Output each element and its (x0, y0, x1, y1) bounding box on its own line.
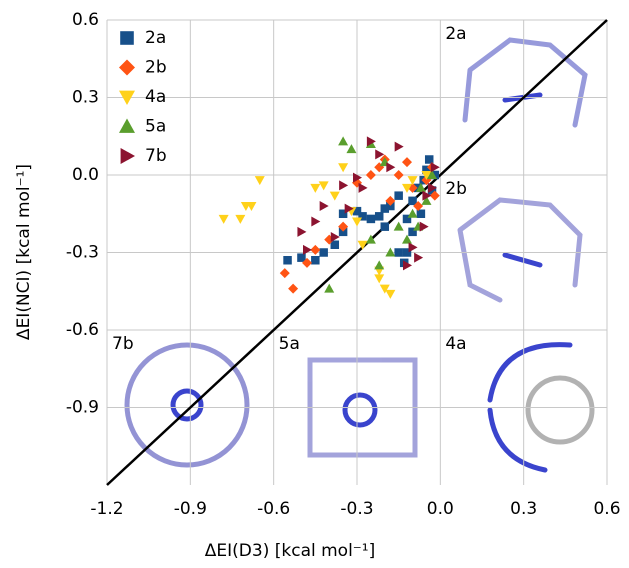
point (359, 183, 368, 193)
point (288, 284, 298, 294)
point (366, 170, 376, 180)
point (395, 142, 404, 152)
x-tick-label: -1.2 (90, 499, 123, 519)
panel-label: 2a (445, 24, 466, 44)
legend-marker (119, 119, 135, 133)
point (280, 268, 290, 278)
molecule (345, 395, 375, 425)
legend-label: 4a (145, 87, 166, 107)
x-axis-label: ΔEI(D3) [kcal mol⁻¹] (205, 541, 375, 561)
molecule (127, 345, 247, 465)
legend-marker (119, 60, 135, 76)
y-tick-label: 0.0 (72, 165, 99, 185)
point (311, 256, 320, 265)
point (408, 209, 418, 218)
legend-marker (121, 148, 135, 164)
point (381, 204, 390, 213)
molecule (465, 40, 585, 125)
molecule (505, 255, 540, 265)
x-tick-label: -0.6 (257, 499, 290, 519)
point (338, 136, 348, 145)
point (367, 215, 376, 224)
panel-label: 7b (112, 334, 134, 354)
point (255, 176, 265, 185)
point (394, 170, 404, 180)
point (394, 191, 403, 200)
x-tick-label: -0.9 (174, 499, 207, 519)
point (374, 274, 384, 283)
point (311, 217, 320, 227)
point (420, 222, 429, 232)
legend-label: 5a (145, 117, 166, 137)
point (385, 290, 395, 299)
chart: ΔEI(D3) [kcal mol⁻¹] ΔEI(NCI) [kcal mol⁻… (0, 0, 629, 568)
point (330, 192, 340, 201)
point (219, 215, 229, 224)
point (319, 248, 328, 257)
y-tick-label: -0.9 (66, 398, 99, 418)
y-tick-label: 0.6 (72, 10, 99, 30)
point (375, 212, 384, 221)
legend-label: 2b (145, 58, 167, 78)
point (324, 284, 334, 293)
point (303, 245, 312, 255)
molecule (173, 391, 201, 419)
y-axis-label: ΔEI(NCI) [kcal mol⁻¹] (14, 164, 34, 340)
point (394, 222, 404, 231)
panel-label: 4a (445, 334, 466, 354)
point (386, 162, 395, 172)
point (414, 253, 423, 263)
point (320, 201, 329, 211)
point (374, 260, 384, 269)
y-tick-label: -0.3 (66, 243, 99, 263)
point (338, 163, 348, 172)
point (310, 184, 320, 193)
molecule-images (127, 40, 592, 470)
point (346, 144, 356, 153)
point (283, 256, 292, 265)
legend-marker (120, 31, 134, 45)
point (381, 222, 390, 231)
legend-label: 2a (145, 28, 166, 48)
y-tick-label: -0.6 (66, 320, 99, 340)
panel-label: 5a (279, 334, 300, 354)
point (339, 180, 348, 190)
point (235, 215, 245, 224)
x-tick-label: 0.0 (427, 499, 454, 519)
x-tick-label: 0.6 (593, 499, 620, 519)
y-tick-label: 0.3 (72, 88, 99, 108)
x-tick-label: 0.3 (510, 499, 537, 519)
x-tick-label: -0.3 (340, 499, 373, 519)
panel-label: 2b (445, 179, 467, 199)
point (352, 218, 362, 227)
legend-label: 7b (145, 146, 167, 166)
point (297, 227, 306, 237)
point (319, 181, 329, 190)
molecule (460, 200, 580, 300)
point (394, 248, 403, 257)
point (409, 242, 418, 252)
molecule (528, 378, 592, 442)
point (402, 157, 412, 167)
